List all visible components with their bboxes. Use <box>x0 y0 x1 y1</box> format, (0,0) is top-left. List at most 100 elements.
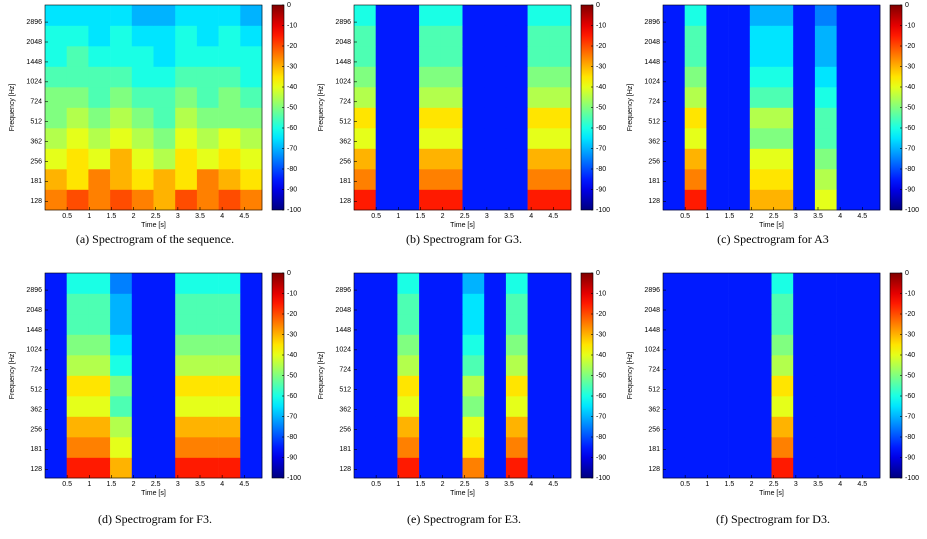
heatmap-cell <box>240 189 263 211</box>
heatmap-cell <box>153 355 176 376</box>
heatmap-cell <box>771 148 794 170</box>
heatmap-cell <box>153 334 176 356</box>
heatmap-cell <box>836 5 859 26</box>
heatmap-cell <box>706 396 729 417</box>
heatmap-cell <box>354 375 376 397</box>
colorbar-tick-label: -40 <box>596 84 606 91</box>
heatmap-cell <box>175 169 198 190</box>
heatmap-cell <box>836 46 859 67</box>
colorbar-tick-label: -60 <box>905 393 915 400</box>
y-tick-label: 362 <box>30 138 42 145</box>
heatmap-cell <box>814 128 837 149</box>
heatmap-cell <box>397 5 420 26</box>
heatmap-cell <box>110 107 133 129</box>
heatmap-cell <box>858 189 881 211</box>
heatmap-cell <box>397 314 420 335</box>
heatmap-cell <box>484 396 507 417</box>
colorbar-tick-label: -40 <box>596 352 606 359</box>
heatmap-cell <box>440 107 463 129</box>
heatmap-cell <box>240 107 263 129</box>
heatmap-cell <box>858 416 881 438</box>
heatmap-cell <box>440 5 463 26</box>
x-axis-label: Time [s] <box>141 490 166 497</box>
heatmap-cell <box>814 457 837 479</box>
colorbar-tick-label: -100 <box>596 207 610 214</box>
colorbar-tick-label: -60 <box>287 125 297 132</box>
heatmap-cell <box>836 66 859 88</box>
heatmap-cell <box>663 107 685 129</box>
y-tick-label: 2048 <box>335 307 351 314</box>
heatmap-cell <box>375 46 398 67</box>
heatmap-cell <box>706 457 729 479</box>
heatmap-cell <box>196 107 219 129</box>
heatmap-cell <box>858 273 881 294</box>
heatmap-cell <box>549 148 572 170</box>
x-tick-label: 2 <box>750 213 754 220</box>
heatmap-cell <box>814 148 837 170</box>
heatmap-cell <box>484 334 507 356</box>
heatmap-cell <box>110 66 133 88</box>
heatmap-cell <box>196 25 219 47</box>
heatmap-cell <box>793 148 816 170</box>
heatmap-cell <box>814 189 837 211</box>
heatmap-cell <box>706 66 729 88</box>
heatmap-cell <box>814 66 837 88</box>
heatmap-cell <box>153 273 176 294</box>
heatmap-cell <box>706 189 729 211</box>
y-tick-label: 724 <box>648 367 660 374</box>
heatmap-cell <box>814 169 837 190</box>
heatmap-cell <box>397 46 420 67</box>
heatmap-cell <box>66 273 89 294</box>
heatmap-cell <box>354 396 376 417</box>
colorbar-tick-label: -100 <box>287 207 301 214</box>
heatmap-cell <box>175 128 198 149</box>
heatmap-cell <box>153 128 176 149</box>
heatmap-cell <box>110 87 133 108</box>
heatmap-cell <box>66 293 89 315</box>
heatmap-cell <box>749 87 772 108</box>
colorbar-tick-label: -40 <box>905 84 915 91</box>
heatmap-cell <box>771 396 794 417</box>
heatmap-cell <box>196 375 219 397</box>
y-axis-label: Frequency [Hz] <box>627 84 634 132</box>
colorbar-tick-label: -90 <box>596 454 606 461</box>
heatmap-cell <box>240 5 263 26</box>
heatmap-cell <box>397 189 420 211</box>
colorbar-tick-label: -60 <box>596 125 606 132</box>
y-axis-label: Frequency [Hz] <box>318 84 325 132</box>
y-tick-label: 362 <box>30 406 42 413</box>
x-axis-label: Time [s] <box>759 222 784 229</box>
heatmap-cell <box>663 87 685 108</box>
heatmap-cell <box>354 107 376 129</box>
heatmap-cell <box>728 355 751 376</box>
heatmap-cell <box>153 293 176 315</box>
heatmap-cell <box>706 5 729 26</box>
heatmap-cell <box>175 293 198 315</box>
heatmap-cell <box>419 293 442 315</box>
heatmap-cell <box>240 46 263 67</box>
heatmap-cell <box>663 334 685 356</box>
heatmap-cell <box>684 189 707 211</box>
heatmap-cell <box>728 416 751 438</box>
heatmap-cell <box>66 128 89 149</box>
heatmap-cell <box>175 314 198 335</box>
heatmap-cell <box>419 189 442 211</box>
heatmap-cell <box>397 416 420 438</box>
heatmap-cell <box>196 46 219 67</box>
heatmap-cell <box>354 87 376 108</box>
heatmap-cell <box>728 128 751 149</box>
heatmap-cell <box>814 437 837 458</box>
x-tick-label: 4.5 <box>857 481 867 488</box>
heatmap-cell <box>175 107 198 129</box>
heatmap-cell <box>240 273 263 294</box>
y-tick-label: 2896 <box>644 19 660 26</box>
heatmap-cell <box>684 87 707 108</box>
heatmap-cell <box>505 87 528 108</box>
heatmap-cell <box>131 355 154 376</box>
heatmap-cell <box>354 66 376 88</box>
heatmap-cell <box>858 396 881 417</box>
heatmap-cell <box>527 128 550 149</box>
colorbar-tick-label: -50 <box>287 372 297 379</box>
heatmap-cell <box>484 87 507 108</box>
colorbar-tick-label: -30 <box>596 63 606 70</box>
